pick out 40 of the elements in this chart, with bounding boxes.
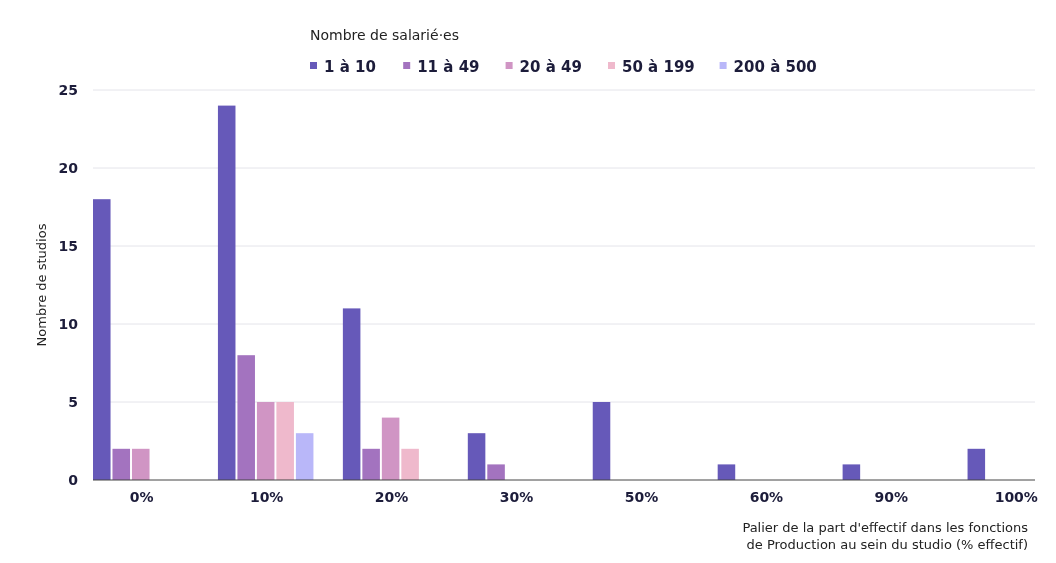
bar: [342, 308, 361, 480]
bar: [967, 448, 986, 480]
y-tick-label: 0: [68, 472, 79, 488]
x-tick-label: 90%: [874, 489, 909, 505]
y-tick-label: 10: [58, 316, 79, 332]
bar: [217, 105, 236, 480]
legend-label: 200 à 500: [733, 58, 817, 76]
x-tick-label: 20%: [374, 489, 409, 505]
bar: [467, 433, 486, 480]
bar: [717, 464, 736, 480]
bar: [256, 402, 275, 480]
x-axis-title: Palier de la part d'effectif dans les fonctions de Production au sein du studio (% effectif): [742, 520, 1029, 552]
bar: [362, 448, 380, 480]
legend-label: 1 à 10: [324, 58, 376, 76]
bar: [381, 417, 400, 480]
legend-label: 20 à 49: [519, 58, 582, 76]
bar: [112, 448, 131, 480]
bar: [487, 464, 505, 480]
y-tick-label: 15: [58, 238, 78, 254]
bar: [842, 464, 861, 480]
x-tick-label: 50%: [624, 489, 659, 505]
bar: [276, 402, 294, 480]
legend-label: 11 à 49: [417, 58, 480, 76]
x-tick-label: 100%: [994, 489, 1038, 505]
x-tick-label: 60%: [749, 489, 784, 505]
y-tick-label: 20: [58, 160, 79, 176]
bar: [592, 402, 611, 480]
legend-label: 50 à 199: [622, 58, 695, 76]
legend-title: Nombre de salarié·es: [310, 27, 459, 43]
bar: [401, 448, 419, 480]
x-tick-label: 30%: [499, 489, 534, 505]
bar: [237, 355, 255, 480]
x-tick-label: 0%: [129, 489, 154, 505]
bar: [131, 448, 150, 480]
y-tick-label: 5: [68, 394, 78, 410]
x-tick-label: 10%: [249, 489, 284, 505]
bar: [93, 199, 111, 480]
y-axis-title: Nombre de studios: [34, 223, 49, 347]
y-tick-label: 25: [58, 82, 78, 98]
bar: [295, 433, 314, 480]
